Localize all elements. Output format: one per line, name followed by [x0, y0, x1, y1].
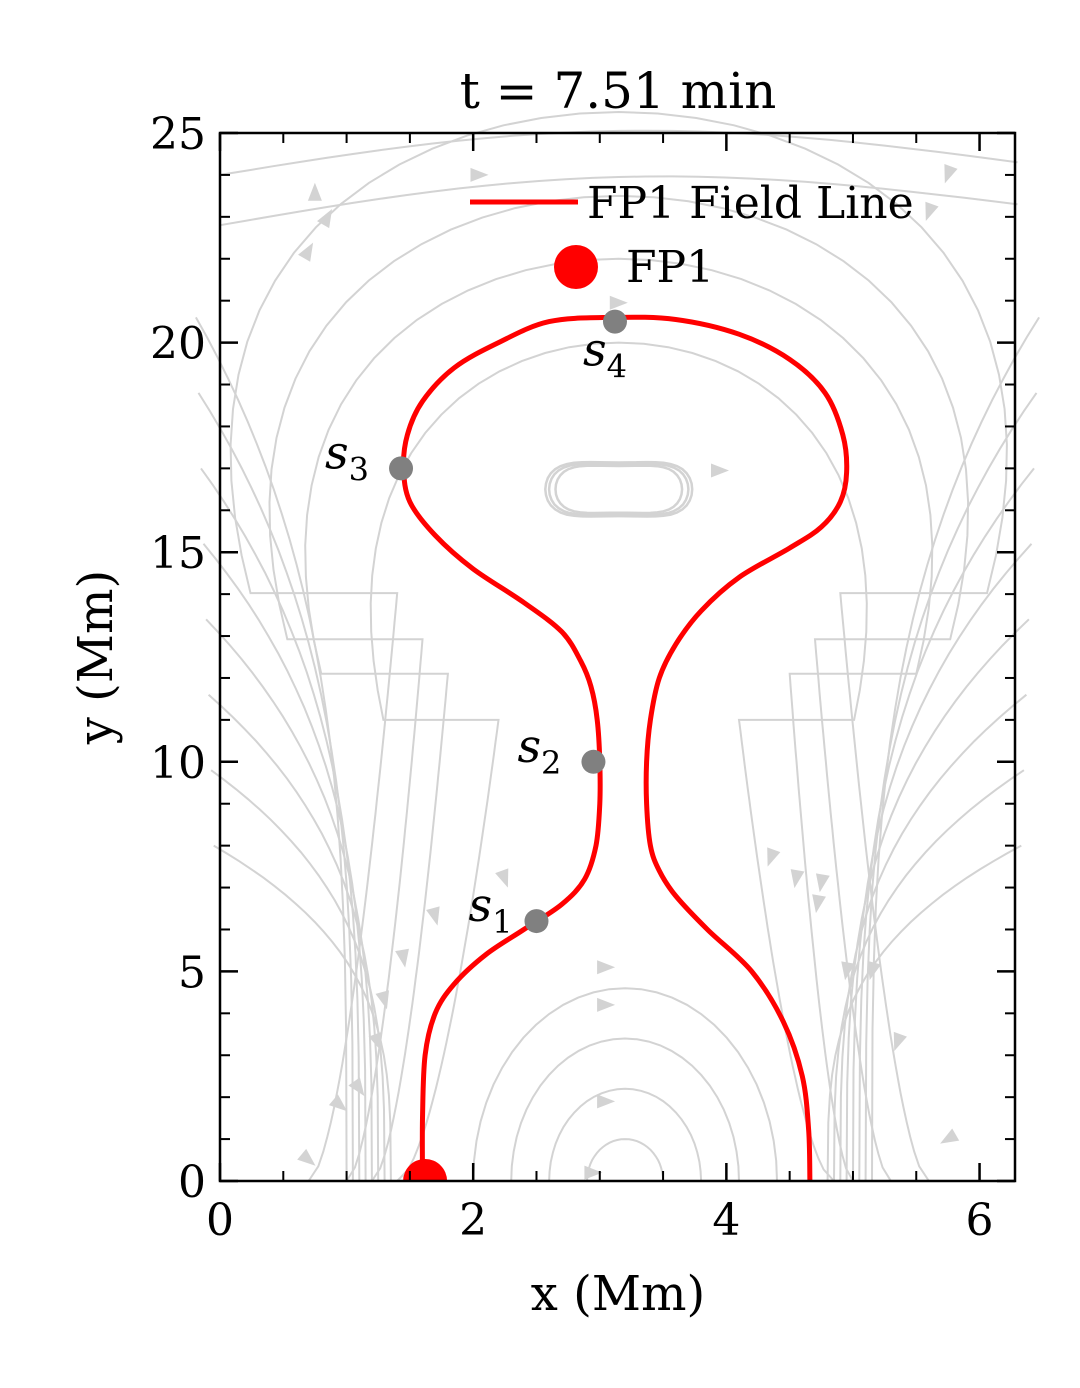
streamline-arrow	[925, 201, 939, 222]
fp1-field-line	[400, 314, 850, 1182]
streamline	[472, 987, 778, 1182]
streamline	[833, 769, 1025, 1182]
axis-ticks: 0 2 4 6 0 5 10 15 20 25	[150, 109, 1015, 1246]
streamline	[586, 1138, 665, 1182]
legend: FP1 Field Line FP1	[470, 178, 914, 293]
plasmoid-loop	[554, 464, 684, 515]
streamline-arrow	[944, 164, 958, 184]
y-tick-label: 15	[150, 528, 206, 579]
streamline	[858, 467, 1035, 1182]
point-label-s4: s4	[583, 323, 627, 386]
streamline	[845, 618, 1030, 1182]
streamline	[200, 467, 361, 1182]
streamline	[871, 316, 1040, 1182]
x-axis-label: x (Mm)	[531, 1266, 705, 1322]
point-label-sub: 2	[541, 744, 561, 782]
point-label-s3: s3	[325, 425, 369, 488]
point-label-s2: s2	[517, 719, 561, 782]
streamline-arrow	[584, 1165, 603, 1180]
streamline-arrow	[767, 847, 781, 867]
y-tick-label: 10	[150, 738, 206, 789]
streamline	[548, 1087, 703, 1182]
streamline	[510, 1037, 740, 1182]
streamline-arrow	[307, 182, 322, 201]
point-label-main: s	[325, 425, 349, 479]
x-tick-label: 0	[206, 1195, 234, 1246]
streamline	[268, 194, 970, 1182]
plasmoid-loop	[544, 460, 694, 518]
point-label-sub: 3	[349, 450, 369, 488]
point-label-main: s	[517, 719, 541, 773]
chart-title: t = 7.51 min	[460, 62, 777, 120]
streamline-arrow	[815, 873, 830, 893]
streamline-arrow	[597, 997, 616, 1012]
streamline	[202, 543, 367, 1182]
streamline	[839, 693, 1028, 1182]
streamline	[864, 392, 1038, 1182]
streamline-arrow	[470, 167, 489, 182]
streamline	[826, 844, 1022, 1182]
legend-label-field-line: FP1 Field Line	[587, 178, 914, 229]
plasmoid-loop	[547, 462, 690, 516]
streamline-arrow	[297, 1148, 316, 1166]
streamline	[219, 175, 1018, 227]
x-tick-label: 2	[459, 1195, 487, 1246]
streamline	[219, 129, 1018, 176]
streamline-arrow	[495, 868, 509, 888]
x-tick-label: 6	[966, 1195, 994, 1246]
point-label-s1: s1	[468, 878, 512, 941]
y-tick-label: 0	[178, 1157, 206, 1208]
point-marker-s1	[524, 909, 549, 934]
point-label-main: s	[583, 323, 607, 377]
point-label-main: s	[468, 878, 492, 932]
plot-frame	[218, 131, 1017, 1183]
legend-marker-swatch	[554, 245, 598, 289]
streamline	[304, 257, 934, 1182]
streamline-arrow	[426, 906, 440, 926]
streamline-arrow	[609, 295, 628, 310]
point-label-sub: 1	[492, 903, 512, 941]
streamline-arrow	[348, 1077, 365, 1097]
streamline-arrow	[812, 894, 826, 914]
streamline-arrow	[867, 960, 882, 981]
streamline	[195, 316, 348, 1182]
streamline	[207, 693, 380, 1182]
fp1-footpoint-marker	[403, 1159, 448, 1181]
streamlines	[195, 110, 1040, 1182]
streamline-arrow	[328, 1094, 348, 1112]
streamline-arrow	[597, 1094, 616, 1109]
point-label-sub: 4	[607, 348, 627, 386]
streamline-arrow	[317, 209, 333, 229]
streamline-arrow	[597, 960, 616, 975]
point-marker-s3	[389, 456, 414, 481]
streamline-arrow	[395, 948, 409, 968]
point-marker-s2	[581, 749, 606, 774]
streamline-arrow	[375, 990, 390, 1010]
streamline	[213, 844, 392, 1182]
streamline-arrow	[790, 869, 805, 889]
y-tick-label: 25	[150, 109, 206, 160]
streamline	[197, 392, 354, 1182]
streamline	[369, 341, 868, 1182]
streamline-arrow	[368, 1031, 382, 1052]
y-tick-label: 5	[178, 947, 206, 998]
streamline-arrow	[841, 961, 856, 981]
streamline-arrow	[711, 463, 729, 478]
y-tick-label: 20	[150, 319, 206, 370]
y-axis-label: y (Mm)	[68, 570, 124, 746]
x-tick-label: 4	[712, 1195, 740, 1246]
streamline-arrow	[940, 1128, 960, 1144]
streamline	[852, 543, 1033, 1182]
streamline-arrow	[298, 242, 314, 262]
streamline	[210, 769, 386, 1182]
streamline	[205, 618, 373, 1182]
point-marker-s4	[602, 309, 627, 334]
streamline-arrow	[893, 1031, 907, 1052]
streamline	[229, 110, 1008, 1182]
legend-label-fp1: FP1	[626, 242, 714, 293]
